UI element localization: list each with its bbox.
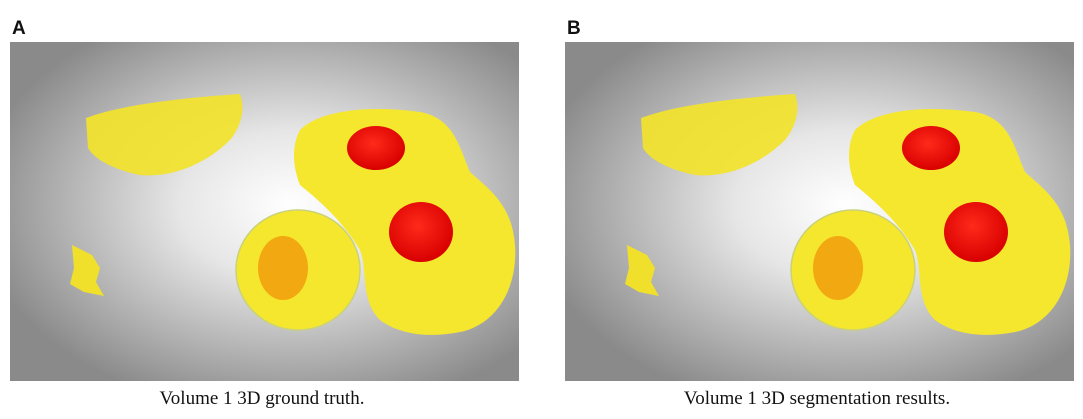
- caption: Volume 1 3D segmentation results.: [684, 388, 950, 409]
- panel: A Volume 1 3D ground truth.: [10, 18, 519, 409]
- panel-label: A: [12, 18, 26, 39]
- caption: Volume 1 3D ground truth.: [160, 388, 365, 409]
- nucleus: [902, 126, 960, 170]
- figure: A Volume 1 3D ground truth. B Volume 1 3…: [0, 0, 1083, 414]
- nucleus: [258, 236, 308, 300]
- nucleus: [389, 202, 453, 262]
- rendering: [565, 42, 1074, 381]
- panel-label: B: [567, 18, 581, 39]
- nucleus: [944, 202, 1008, 262]
- nucleus: [813, 236, 863, 300]
- page: {"panels": [ {"label": "A", "caption": "…: [0, 0, 1083, 414]
- rendering: [10, 42, 519, 381]
- nucleus: [347, 126, 405, 170]
- panel: B Volume 1 3D segmentation results.: [565, 18, 1074, 409]
